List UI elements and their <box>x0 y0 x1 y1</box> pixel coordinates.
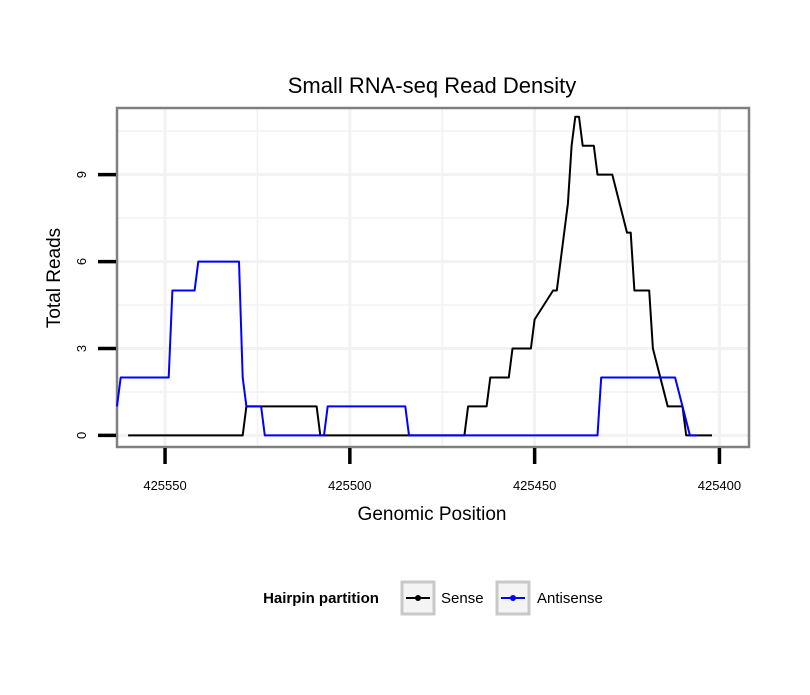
plot-area-frame <box>115 106 751 449</box>
y-axis-label: Total Reads <box>44 228 65 328</box>
y-tick-label: 0 <box>74 432 89 439</box>
plot-background <box>117 108 749 447</box>
x-tick-label: 425500 <box>328 478 371 493</box>
series-line-antisense <box>116 260 698 437</box>
legend-item-antisense: Antisense <box>495 580 603 616</box>
legend-item-sense: Sense <box>400 580 484 616</box>
y-tick-label: 6 <box>74 258 89 265</box>
x-tick-label: 425450 <box>513 478 556 493</box>
x-axis: 425550 425500 425450 425400 <box>143 448 741 493</box>
chart-title: Small RNA-seq Read Density <box>288 73 577 98</box>
series-line-sense <box>128 115 712 437</box>
series-lines <box>116 115 712 437</box>
grid-lines <box>117 108 749 447</box>
legend-label-antisense: Antisense <box>537 590 603 607</box>
legend-key-dot-sense <box>415 595 421 601</box>
y-axis: 0 3 6 9 <box>74 171 116 439</box>
x-tick-label: 425550 <box>143 478 186 493</box>
x-axis-label: Genomic Position <box>358 504 507 525</box>
x-tick-label: 425400 <box>698 478 741 493</box>
legend-title: Hairpin partition <box>263 590 379 607</box>
y-tick-label: 9 <box>74 171 89 178</box>
legend-label-sense: Sense <box>441 590 484 607</box>
legend: Hairpin partition Sense Antisense <box>263 580 603 616</box>
legend-key-dot-antisense <box>510 595 516 601</box>
y-tick-label: 3 <box>74 345 89 352</box>
